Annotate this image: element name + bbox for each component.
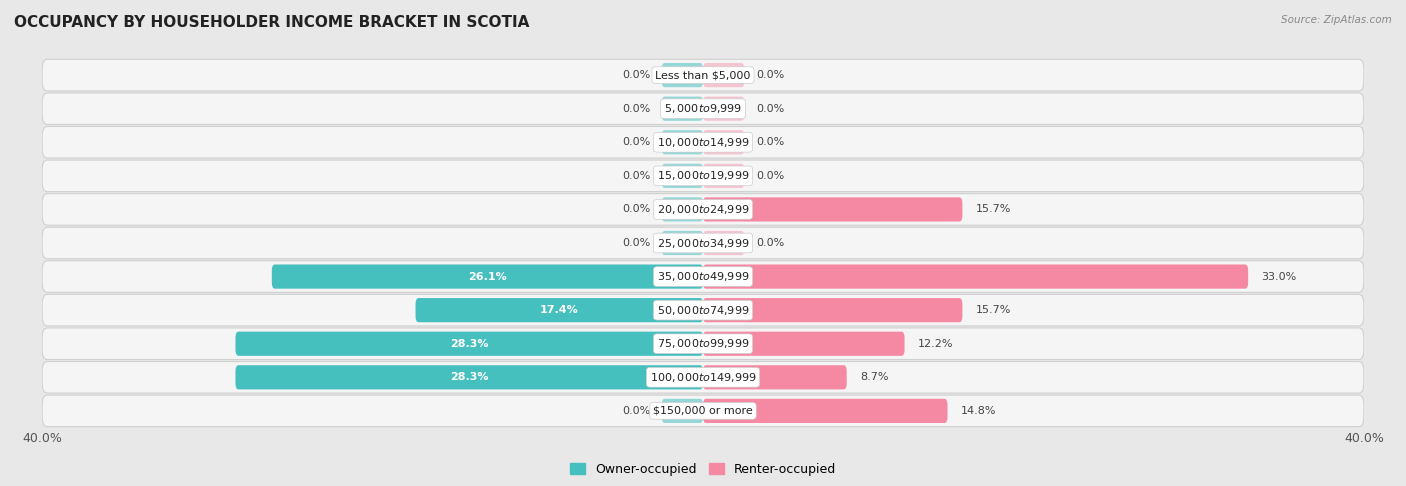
FancyBboxPatch shape <box>42 160 1364 191</box>
Text: 0.0%: 0.0% <box>756 70 785 80</box>
FancyBboxPatch shape <box>703 197 962 222</box>
Legend: Owner-occupied, Renter-occupied: Owner-occupied, Renter-occupied <box>565 457 841 481</box>
Text: 17.4%: 17.4% <box>540 305 579 315</box>
FancyBboxPatch shape <box>42 395 1364 427</box>
Text: 0.0%: 0.0% <box>756 137 785 147</box>
Text: 33.0%: 33.0% <box>1261 272 1296 281</box>
FancyBboxPatch shape <box>42 362 1364 393</box>
Text: $50,000 to $74,999: $50,000 to $74,999 <box>657 304 749 317</box>
FancyBboxPatch shape <box>662 97 703 121</box>
Text: $100,000 to $149,999: $100,000 to $149,999 <box>650 371 756 384</box>
FancyBboxPatch shape <box>703 164 744 188</box>
Text: 0.0%: 0.0% <box>621 137 650 147</box>
Text: 0.0%: 0.0% <box>621 406 650 416</box>
Text: 0.0%: 0.0% <box>621 104 650 114</box>
FancyBboxPatch shape <box>42 295 1364 326</box>
FancyBboxPatch shape <box>235 365 703 389</box>
FancyBboxPatch shape <box>703 231 744 255</box>
FancyBboxPatch shape <box>42 328 1364 360</box>
FancyBboxPatch shape <box>42 227 1364 259</box>
FancyBboxPatch shape <box>235 331 703 356</box>
FancyBboxPatch shape <box>42 126 1364 158</box>
FancyBboxPatch shape <box>42 59 1364 91</box>
FancyBboxPatch shape <box>662 63 703 87</box>
Text: 0.0%: 0.0% <box>621 70 650 80</box>
FancyBboxPatch shape <box>416 298 703 322</box>
Text: 0.0%: 0.0% <box>621 205 650 214</box>
Text: $150,000 or more: $150,000 or more <box>654 406 752 416</box>
Text: 12.2%: 12.2% <box>918 339 953 349</box>
FancyBboxPatch shape <box>662 130 703 155</box>
FancyBboxPatch shape <box>42 261 1364 293</box>
Text: 15.7%: 15.7% <box>976 205 1011 214</box>
FancyBboxPatch shape <box>271 264 703 289</box>
FancyBboxPatch shape <box>662 164 703 188</box>
FancyBboxPatch shape <box>703 130 744 155</box>
FancyBboxPatch shape <box>703 365 846 389</box>
Text: Source: ZipAtlas.com: Source: ZipAtlas.com <box>1281 15 1392 25</box>
FancyBboxPatch shape <box>662 197 703 222</box>
Text: 0.0%: 0.0% <box>756 171 785 181</box>
FancyBboxPatch shape <box>662 231 703 255</box>
Text: Less than $5,000: Less than $5,000 <box>655 70 751 80</box>
FancyBboxPatch shape <box>42 93 1364 124</box>
Text: $20,000 to $24,999: $20,000 to $24,999 <box>657 203 749 216</box>
Text: 0.0%: 0.0% <box>621 238 650 248</box>
Text: 26.1%: 26.1% <box>468 272 506 281</box>
Text: 28.3%: 28.3% <box>450 339 488 349</box>
Text: 8.7%: 8.7% <box>860 372 889 382</box>
Text: 15.7%: 15.7% <box>976 305 1011 315</box>
FancyBboxPatch shape <box>703 97 744 121</box>
FancyBboxPatch shape <box>703 298 962 322</box>
Text: 0.0%: 0.0% <box>756 238 785 248</box>
Text: $15,000 to $19,999: $15,000 to $19,999 <box>657 169 749 182</box>
FancyBboxPatch shape <box>703 63 744 87</box>
Text: 28.3%: 28.3% <box>450 372 488 382</box>
Text: $10,000 to $14,999: $10,000 to $14,999 <box>657 136 749 149</box>
Text: $25,000 to $34,999: $25,000 to $34,999 <box>657 237 749 249</box>
Text: $5,000 to $9,999: $5,000 to $9,999 <box>664 102 742 115</box>
FancyBboxPatch shape <box>703 264 1249 289</box>
Text: OCCUPANCY BY HOUSEHOLDER INCOME BRACKET IN SCOTIA: OCCUPANCY BY HOUSEHOLDER INCOME BRACKET … <box>14 15 530 30</box>
Text: 0.0%: 0.0% <box>756 104 785 114</box>
Text: 0.0%: 0.0% <box>621 171 650 181</box>
FancyBboxPatch shape <box>42 193 1364 225</box>
Text: $35,000 to $49,999: $35,000 to $49,999 <box>657 270 749 283</box>
FancyBboxPatch shape <box>662 399 703 423</box>
Text: $75,000 to $99,999: $75,000 to $99,999 <box>657 337 749 350</box>
FancyBboxPatch shape <box>703 399 948 423</box>
Text: 14.8%: 14.8% <box>960 406 997 416</box>
FancyBboxPatch shape <box>703 331 904 356</box>
